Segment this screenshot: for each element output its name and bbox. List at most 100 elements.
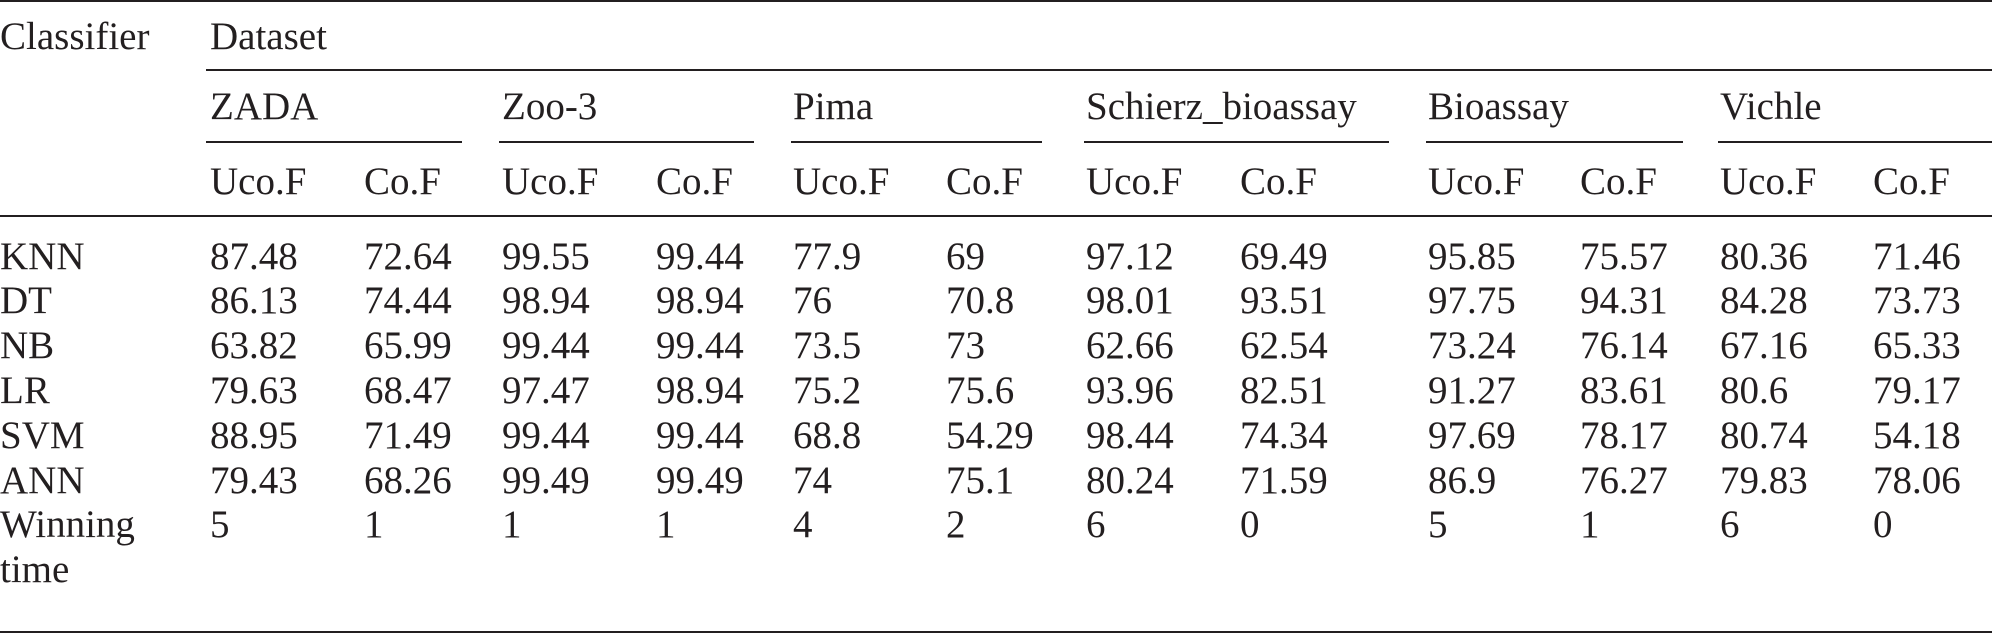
table-bottom-rule <box>0 631 1992 633</box>
table-cell: 1 <box>656 503 676 546</box>
dataset-name: Pima <box>793 85 874 128</box>
table-cell: 77.9 <box>793 235 862 278</box>
table-cell: 87.48 <box>210 235 298 278</box>
table-cell: 98.94 <box>656 279 744 322</box>
table-cell: 62.66 <box>1086 324 1174 367</box>
table-cell: 1 <box>502 503 522 546</box>
table-cell: 75.57 <box>1580 235 1668 278</box>
table-cell: 5 <box>210 503 230 546</box>
dataset-name: Schierz_bioassay <box>1086 85 1357 128</box>
table-cell: 98.94 <box>656 369 744 412</box>
subcolumn-header: Co.F <box>946 160 1023 203</box>
subcolumn-header: Co.F <box>364 160 441 203</box>
table-cell: 67.16 <box>1720 324 1808 367</box>
table-cell: 99.44 <box>502 324 590 367</box>
table-cell: 99.55 <box>502 235 590 278</box>
table-cell: 0 <box>1240 503 1260 546</box>
subcolumn-header: Uco.F <box>1086 160 1183 203</box>
table-cell: 69 <box>946 235 985 278</box>
dataset-rule <box>206 69 1992 71</box>
row-label: ANN <box>0 459 85 502</box>
table-cell: 68.8 <box>793 414 862 457</box>
table-cell: 70.8 <box>946 279 1015 322</box>
table-cell: 97.75 <box>1428 279 1516 322</box>
table-cell: 75.2 <box>793 369 862 412</box>
table-cell: 93.96 <box>1086 369 1174 412</box>
table-cell: 99.44 <box>656 414 744 457</box>
table-cell: 79.43 <box>210 459 298 502</box>
table-cell: 63.82 <box>210 324 298 367</box>
table-cell: 1 <box>364 503 384 546</box>
dataset-bioassay-rule <box>1426 141 1683 143</box>
dataset-name: Zoo-3 <box>502 85 598 128</box>
table-cell: 54.18 <box>1873 414 1961 457</box>
table-cell: 98.01 <box>1086 279 1174 322</box>
table-cell: 72.64 <box>364 235 452 278</box>
dataset-zada-rule <box>206 141 462 143</box>
dataset-header: Dataset <box>210 15 327 58</box>
subcolumn-header: Co.F <box>1873 160 1950 203</box>
table-cell: 71.59 <box>1240 459 1328 502</box>
subcolumn-header: Uco.F <box>210 160 307 203</box>
table-cell: 80.6 <box>1720 369 1789 412</box>
table-cell: 73.24 <box>1428 324 1516 367</box>
table-cell: 54.29 <box>946 414 1034 457</box>
table-cell: 80.24 <box>1086 459 1174 502</box>
subcolumn-header: Uco.F <box>793 160 890 203</box>
table-cell: 6 <box>1720 503 1740 546</box>
table-cell: 75.1 <box>946 459 1015 502</box>
row-label: LR <box>0 369 50 412</box>
table-cell: 80.74 <box>1720 414 1808 457</box>
subcolumn-header: Co.F <box>656 160 733 203</box>
table-cell: 65.99 <box>364 324 452 367</box>
row-label: DT <box>0 279 52 322</box>
table-cell: 5 <box>1428 503 1448 546</box>
table-cell: 88.95 <box>210 414 298 457</box>
table-cell: 73.73 <box>1873 279 1961 322</box>
table-cell: 98.44 <box>1086 414 1174 457</box>
table-cell: 97.69 <box>1428 414 1516 457</box>
subcolumn-header: Co.F <box>1240 160 1317 203</box>
table-cell: 68.26 <box>364 459 452 502</box>
row-label: SVM <box>0 414 85 457</box>
table-cell: 68.47 <box>364 369 452 412</box>
dataset-name: ZADA <box>210 85 319 128</box>
dataset-vichle-rule <box>1718 141 1992 143</box>
table-cell: 93.51 <box>1240 279 1328 322</box>
table-cell: 99.44 <box>656 324 744 367</box>
table-cell: 79.17 <box>1873 369 1961 412</box>
row-label: KNN <box>0 235 85 278</box>
table-cell: 1 <box>1580 503 1600 546</box>
table-cell: 2 <box>946 503 966 546</box>
subcolumn-header: Co.F <box>1580 160 1657 203</box>
table-cell: 65.33 <box>1873 324 1961 367</box>
subcolumn-header: Uco.F <box>1720 160 1817 203</box>
table-cell: 97.12 <box>1086 235 1174 278</box>
table-cell: 79.63 <box>210 369 298 412</box>
dataset-pima-rule <box>791 141 1042 143</box>
table-cell: 74.34 <box>1240 414 1328 457</box>
table-cell: 99.49 <box>656 459 744 502</box>
table-cell: 78.17 <box>1580 414 1668 457</box>
table-cell: 73 <box>946 324 985 367</box>
table-cell: 74.44 <box>364 279 452 322</box>
table-cell: 62.54 <box>1240 324 1328 367</box>
row-label: NB <box>0 324 55 367</box>
table-cell: 0 <box>1873 503 1893 546</box>
table-cell: 78.06 <box>1873 459 1961 502</box>
table-cell: 82.51 <box>1240 369 1328 412</box>
row-label: Winning <box>0 503 135 546</box>
table-cell: 99.49 <box>502 459 590 502</box>
table-cell: 76.27 <box>1580 459 1668 502</box>
table-cell: 73.5 <box>793 324 862 367</box>
table-cell: 91.27 <box>1428 369 1516 412</box>
table-cell: 69.49 <box>1240 235 1328 278</box>
table-cell: 98.94 <box>502 279 590 322</box>
table-cell: 95.85 <box>1428 235 1516 278</box>
dataset-name: Bioassay <box>1428 85 1569 128</box>
row-label: time <box>0 548 70 591</box>
header-rule <box>0 215 1992 217</box>
dataset-name: Vichle <box>1720 85 1822 128</box>
table-cell: 83.61 <box>1580 369 1668 412</box>
